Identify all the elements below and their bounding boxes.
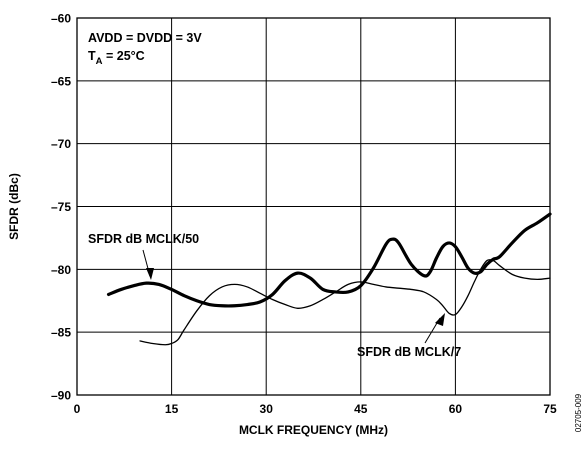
series-line-mclk-7	[139, 259, 551, 346]
chart-labels: MCLK FREQUENCY (MHz) SFDR (dBc) AVDD = DVD…	[7, 31, 583, 437]
y-tick-label: –90	[51, 389, 71, 403]
condition-temperature: TA = 25°C	[88, 49, 145, 67]
series-line-mclk-50	[106, 212, 552, 308]
y-tick-label: –60	[51, 12, 71, 26]
figure-id: 02705-009	[574, 393, 583, 432]
y-tick-label: –85	[51, 326, 71, 340]
y-tick-label: –75	[51, 200, 71, 214]
annotation-mclk-7: SFDR dB MCLK/7	[357, 345, 461, 359]
condition-temp-symbol: T	[88, 49, 96, 63]
condition-supply-voltage: AVDD = DVDD = 3V	[88, 31, 202, 45]
x-tick-label: 15	[165, 402, 179, 416]
x-tick-label: 75	[543, 402, 557, 416]
chart-series	[106, 212, 552, 346]
x-tick-label: 0	[74, 402, 81, 416]
y-tick-label: –80	[51, 263, 71, 277]
chart-grid	[77, 18, 550, 395]
condition-temp-subscript: A	[96, 56, 103, 67]
x-tick-label: 60	[449, 402, 463, 416]
plot-frame	[76, 17, 551, 396]
x-tick-label: 30	[260, 402, 274, 416]
x-axis-title: MCLK FREQUENCY (MHz)	[239, 423, 388, 437]
y-tick-label: –65	[51, 74, 71, 88]
condition-temp-value: = 25°C	[103, 49, 145, 63]
annotation-mclk-50: SFDR dB MCLK/50	[88, 232, 199, 246]
y-tick-label: –70	[51, 137, 71, 151]
axis-ticks: 0 15 30 45 60 75 –90 –85 –80 –75 –70 –65 –60	[51, 12, 557, 417]
x-tick-label: 45	[354, 402, 368, 416]
y-axis-title: SFDR (dBc)	[7, 173, 21, 240]
annotation-arrow-mclk-50	[146, 268, 154, 280]
annotation-arrow-mclk-7	[435, 313, 445, 326]
